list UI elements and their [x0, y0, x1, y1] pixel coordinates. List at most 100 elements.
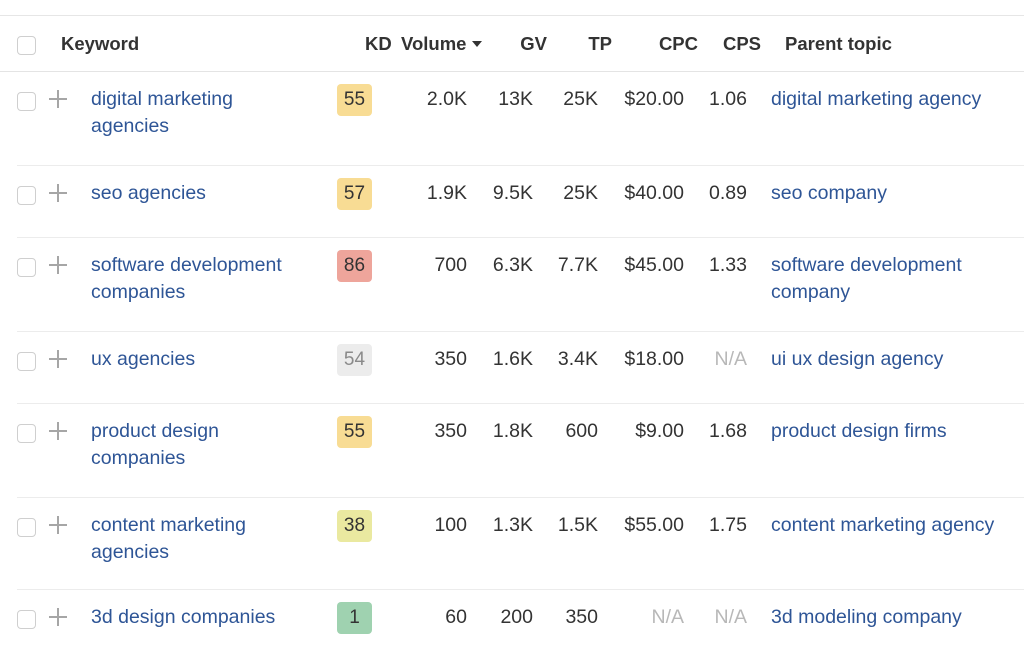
cps-value: 1.68 [709, 420, 747, 442]
parent-topic-cell: content marketing agency [747, 512, 1024, 539]
header-parent-topic[interactable]: Parent topic [761, 30, 1024, 57]
header-cps[interactable]: CPS [698, 30, 761, 57]
header-kd-label[interactable]: KD [365, 33, 392, 54]
header-tp-label[interactable]: TP [588, 33, 612, 54]
header-kd[interactable]: KD [365, 30, 415, 57]
parent-topic-text-line1: software development [771, 254, 962, 276]
parent-topic-cell: 3d modeling company [747, 604, 1024, 631]
gv-value: 6.3K [492, 254, 533, 276]
keyword-text-line1: product design [91, 420, 219, 442]
parent-topic-cell: ui ux design agency [747, 346, 1024, 373]
table-row: software development companies 86 700 6.3… [0, 238, 1024, 332]
kd-badge: 54 [337, 344, 372, 376]
keyword-link[interactable]: ux agencies [91, 348, 195, 370]
parent-topic-link[interactable]: 3d modeling company [771, 606, 962, 628]
keyword-link[interactable]: digital marketing agencies [91, 88, 233, 137]
keyword-cell: 3d design companies [75, 604, 337, 631]
cps-value: N/A [714, 348, 747, 370]
add-to-list-icon[interactable] [49, 184, 67, 202]
keyword-link[interactable]: software development companies [91, 254, 282, 303]
keyword-text-line2: agencies [91, 115, 170, 137]
table-row: ux agencies 54 350 1.6K 3.4K $18.00 N/A … [0, 332, 1024, 404]
gv-value: 1.8K [492, 420, 533, 442]
row-plus-cell [47, 180, 75, 210]
keyword-link[interactable]: 3d design companies [91, 606, 275, 628]
header-cpc-label[interactable]: CPC [658, 33, 698, 54]
header-parent-topic-label[interactable]: Parent topic [785, 33, 892, 54]
table-row: content marketing agencies 38 100 1.3K 1.… [0, 498, 1024, 590]
keyword-text-line1: digital marketing [91, 88, 233, 110]
cps-value: N/A [714, 606, 747, 628]
add-to-list-icon[interactable] [49, 516, 67, 534]
kd-cell: 57 [337, 178, 387, 210]
parent-topic-link[interactable]: content marketing agency [771, 514, 994, 536]
keyword-link[interactable]: product design companies [91, 420, 219, 469]
add-to-list-icon[interactable] [49, 90, 67, 108]
parent-topic-text-line1: content marketing agency [771, 514, 995, 536]
kd-cell: 1 [337, 602, 387, 634]
row-checkbox[interactable] [17, 423, 36, 443]
tp-value: 3.4K [557, 348, 598, 370]
header-gv[interactable]: GV [497, 30, 547, 57]
sort-descending-icon[interactable] [472, 41, 483, 48]
keyword-text-line1: 3d design companies [91, 606, 276, 628]
row-checkbox[interactable] [17, 351, 36, 371]
header-volume-label[interactable]: Volume [401, 33, 467, 54]
row-checkbox-cell [0, 346, 47, 373]
add-to-list-icon[interactable] [49, 608, 67, 626]
keyword-text-line2: companies [91, 447, 186, 469]
cpc-value: $9.00 [635, 420, 684, 442]
add-to-list-icon[interactable] [49, 256, 67, 274]
row-checkbox-cell [0, 180, 47, 207]
tp-value: 600 [565, 420, 598, 442]
row-checkbox[interactable] [17, 185, 36, 205]
cps-value: 1.06 [709, 88, 747, 110]
kd-cell: 55 [337, 84, 387, 116]
parent-topic-text-line1: seo company [771, 182, 887, 204]
table-row: 3d design companies 1 60 200 350 N/A N/A… [0, 590, 1024, 662]
kd-cell: 54 [337, 344, 387, 376]
kd-cell: 38 [337, 510, 387, 542]
table-row: product design companies 55 350 1.8K 600 … [0, 404, 1024, 498]
parent-topic-cell: seo company [747, 180, 1024, 207]
cps-value: 1.33 [709, 254, 747, 276]
header-volume[interactable]: Volume [401, 30, 497, 57]
cps-value: 1.75 [709, 514, 747, 536]
row-checkbox-cell [0, 418, 47, 445]
row-plus-cell [47, 512, 75, 542]
header-gv-label[interactable]: GV [520, 33, 547, 54]
keyword-text-line1: software development [91, 254, 282, 276]
row-checkbox[interactable] [17, 91, 36, 111]
add-to-list-icon[interactable] [49, 422, 67, 440]
parent-topic-cell: software development company [747, 252, 1024, 306]
header-cps-label[interactable]: CPS [722, 33, 761, 54]
header-keyword[interactable]: Keyword [61, 30, 365, 57]
row-checkbox[interactable] [17, 517, 36, 537]
select-all-checkbox[interactable] [17, 35, 36, 55]
header-cpc[interactable]: CPC [612, 30, 698, 57]
header-tp[interactable]: TP [547, 30, 612, 57]
kd-badge: 38 [337, 510, 372, 542]
tp-value: 25K [563, 182, 598, 204]
row-checkbox[interactable] [17, 257, 36, 277]
keyword-text-line2: agencies [91, 541, 170, 563]
parent-topic-link[interactable]: software development company [771, 254, 962, 303]
parent-topic-text-line1: digital marketing agency [771, 88, 982, 110]
keyword-cell: content marketing agencies [75, 512, 337, 566]
kd-badge: 57 [337, 178, 372, 210]
keyword-link[interactable]: content marketing agencies [91, 514, 246, 563]
cpc-value: N/A [651, 606, 684, 628]
keyword-cell: software development companies [75, 252, 337, 306]
parent-topic-link[interactable]: digital marketing agency [771, 88, 981, 110]
gv-value: 1.6K [492, 348, 533, 370]
tp-value: 25K [563, 88, 598, 110]
row-checkbox[interactable] [17, 609, 36, 629]
keyword-link[interactable]: seo agencies [91, 182, 206, 204]
add-to-list-icon[interactable] [49, 350, 67, 368]
cpc-value: $55.00 [624, 514, 684, 536]
row-plus-cell [47, 252, 75, 282]
parent-topic-link[interactable]: ui ux design agency [771, 348, 943, 370]
parent-topic-link[interactable]: seo company [771, 182, 887, 204]
header-keyword-label[interactable]: Keyword [61, 33, 140, 54]
parent-topic-link[interactable]: product design firms [771, 420, 947, 442]
